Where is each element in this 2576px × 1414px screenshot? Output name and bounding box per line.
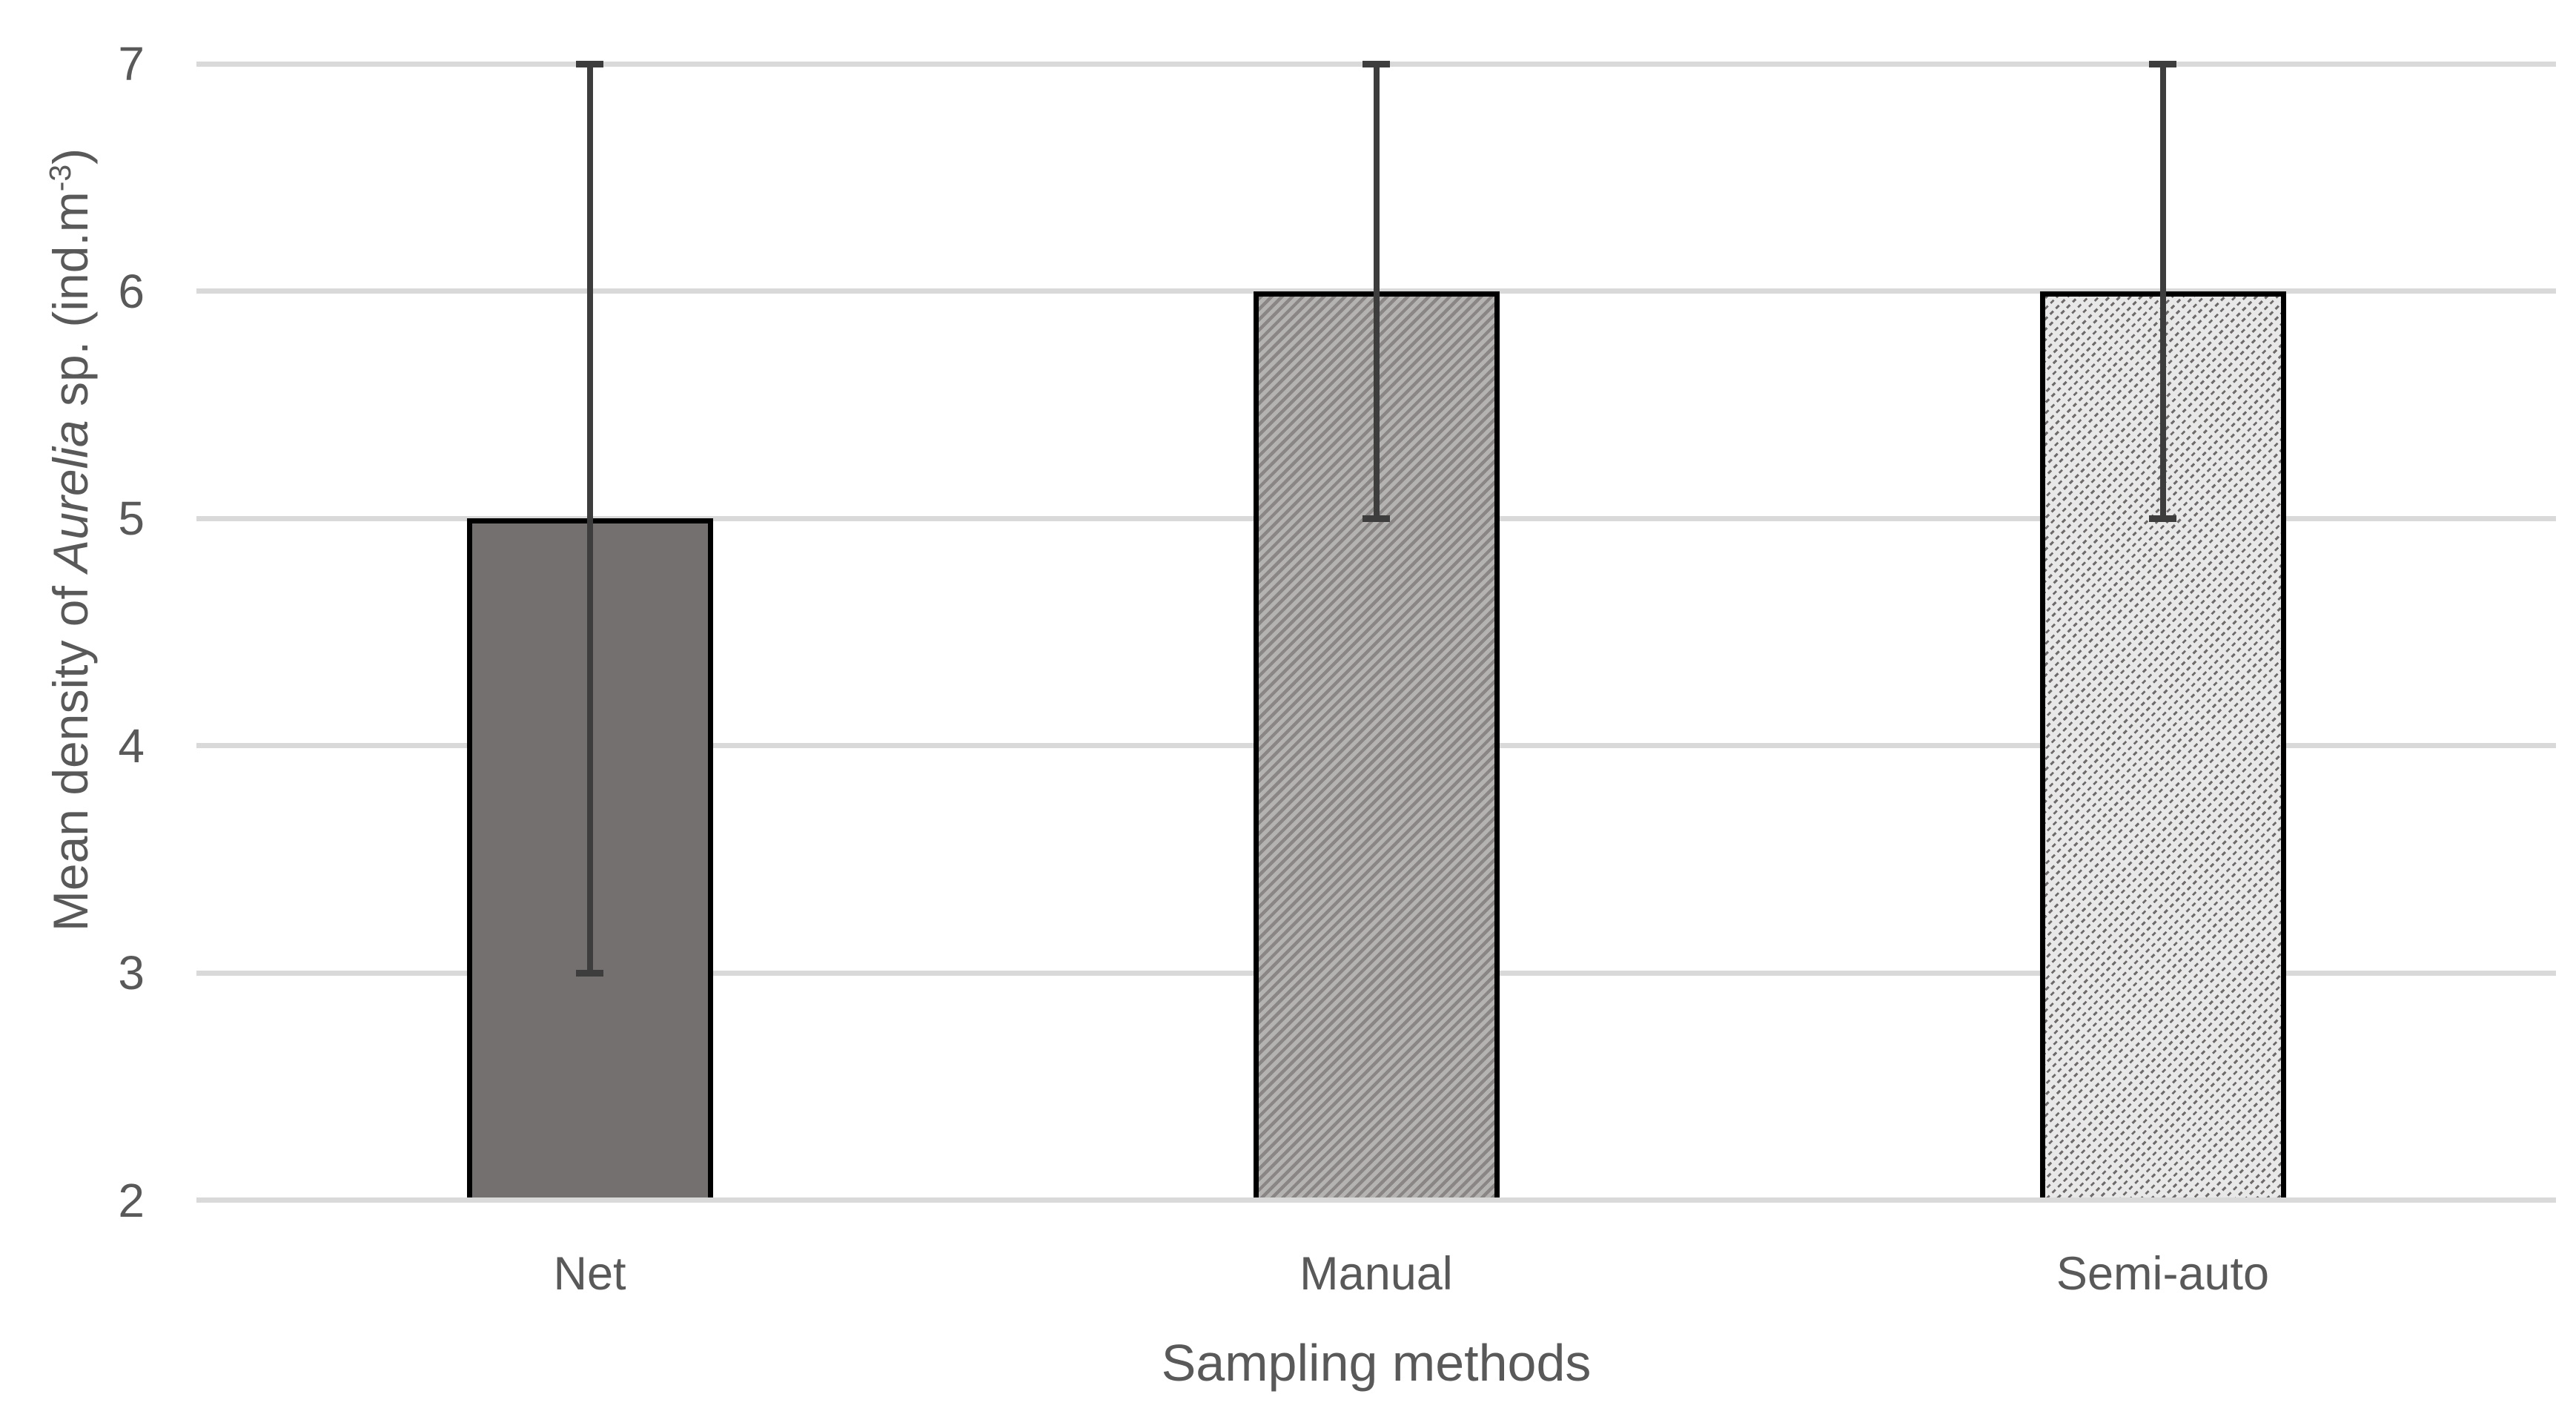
y-axis-title-part: Aurelia	[43, 420, 98, 572]
y-tick-label-5: 5	[118, 492, 145, 545]
error-bar-line-semi-auto	[2159, 64, 2166, 518]
y-tick-label-3: 3	[118, 946, 145, 1000]
y-tick-label-4: 4	[118, 718, 145, 773]
x-tick-label-net: Net	[553, 1248, 626, 1300]
y-tick-label-7: 7	[118, 37, 145, 90]
y-tick-label-2: 2	[118, 1173, 145, 1227]
error-bar-line-net	[586, 64, 593, 973]
x-tick-label-manual: Manual	[1299, 1248, 1453, 1300]
error-bar-cap-high-manual	[1363, 60, 1390, 67]
gridline-y-2	[196, 1197, 2556, 1203]
y-axis-title-part: sp. (ind.m	[43, 191, 98, 420]
x-axis-title: Sampling methods	[1161, 1334, 1592, 1392]
error-bar-cap-low-net	[576, 969, 603, 977]
y-axis-title-part: )	[43, 148, 98, 165]
error-bar-cap-low-semi-auto	[2149, 515, 2176, 522]
error-bar-cap-high-net	[576, 60, 603, 67]
x-tick-label-semi-auto: Semi-auto	[2056, 1248, 2270, 1300]
y-tick-label-6: 6	[118, 264, 145, 318]
error-bar-cap-high-semi-auto	[2149, 60, 2176, 67]
error-bar-line-manual	[1373, 64, 1380, 518]
y-axis-title: Mean density of Aurelia sp. (ind.m-3)	[42, 148, 99, 931]
y-axis-title-part: -3	[43, 164, 77, 192]
y-axis-title-part: Mean density of	[43, 572, 98, 932]
error-bar-cap-low-manual	[1363, 515, 1390, 522]
